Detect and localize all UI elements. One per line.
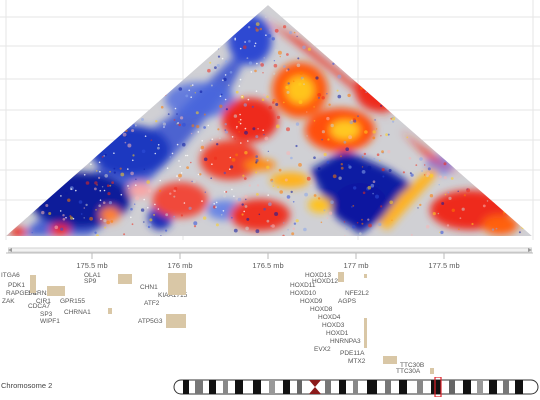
- gene-label[interactable]: OLA1: [84, 272, 101, 279]
- gene-block: [30, 275, 36, 293]
- gene-label[interactable]: NFE2L2: [345, 290, 369, 297]
- gene-block: [118, 274, 132, 284]
- gene-label[interactable]: PDE11A: [340, 350, 365, 357]
- gene-label[interactable]: ITGA6: [1, 272, 20, 279]
- gene-label[interactable]: ATP5G3: [138, 318, 163, 325]
- gene-label[interactable]: HNRNPA3: [330, 338, 361, 345]
- gene-block: [430, 368, 434, 374]
- gene-label[interactable]: HOXD10: [290, 290, 317, 297]
- tick-label: 176 mb: [167, 261, 193, 270]
- tick-label: 176.5 mb: [252, 261, 284, 270]
- centromere: [309, 380, 321, 394]
- tick-label: 177 mb: [343, 261, 369, 270]
- chromosome-ideogram[interactable]: [173, 377, 539, 397]
- region-highlight[interactable]: [434, 377, 442, 397]
- gene-label[interactable]: HOXD8: [310, 306, 333, 313]
- gene-label[interactable]: HOXD11: [290, 282, 316, 289]
- gene-track[interactable]: ITGA6 PDK1 RAPGEF4 ZAK CDCA7 SP3 OLA1 SP…: [0, 270, 540, 375]
- gene-block: [108, 308, 112, 314]
- ruler-ticks: [6, 252, 533, 259]
- gene-label[interactable]: HOXD13: [305, 272, 332, 279]
- gene-label[interactable]: HOXD1: [326, 330, 349, 337]
- gene-label[interactable]: RAPGEF4: [6, 290, 37, 297]
- gene-label[interactable]: HOXD9: [300, 298, 323, 305]
- region-scrollbar[interactable]: [8, 247, 532, 253]
- gene-label[interactable]: GPR155: [60, 298, 85, 305]
- gene-block: [364, 318, 367, 348]
- tick-label: 177.5 mb: [428, 261, 460, 270]
- gene-label[interactable]: MTX2: [348, 358, 366, 365]
- gene-label[interactable]: HOXD12: [312, 278, 339, 285]
- gene-block: [168, 273, 186, 295]
- gene-block: [364, 274, 367, 278]
- gene-label[interactable]: ATF2: [144, 300, 160, 307]
- gene-block: [166, 314, 186, 328]
- chromosome-label: Chromosome 2: [1, 381, 53, 390]
- gene-label[interactable]: PDK1: [8, 282, 25, 289]
- hic-heatmap[interactable]: [0, 0, 540, 240]
- gene-label[interactable]: AGPS: [338, 298, 357, 305]
- tick-label: 175.5 mb: [76, 261, 108, 270]
- gene-label[interactable]: CHRNA1: [64, 309, 91, 316]
- position-ruler: 175.5 mb 176 mb 176.5 mb 177 mb 177.5 mb: [0, 252, 540, 272]
- gene-label[interactable]: SCRN3: [28, 290, 51, 297]
- gene-label[interactable]: KIAA1715: [158, 292, 188, 299]
- gene-label[interactable]: WIPF1: [40, 318, 60, 325]
- gene-block: [47, 286, 65, 296]
- gene-label[interactable]: ZAK: [2, 298, 15, 305]
- gene-label[interactable]: EVX2: [314, 346, 331, 353]
- gene-label[interactable]: TTC30B: [400, 362, 425, 369]
- gene-label[interactable]: CHN1: [140, 284, 158, 291]
- gene-label[interactable]: HOXD3: [322, 322, 345, 329]
- gene-label[interactable]: CIR1: [36, 298, 51, 305]
- gene-label[interactable]: SP3: [40, 311, 53, 318]
- gene-block: [383, 356, 397, 364]
- gene-label[interactable]: HOXD4: [318, 314, 341, 321]
- gene-label[interactable]: TTC30A: [396, 368, 421, 375]
- gene-label[interactable]: CDCA7: [28, 303, 51, 310]
- gene-label[interactable]: SP9: [84, 278, 97, 285]
- ideogram-bands: [183, 380, 523, 394]
- gene-block: [338, 272, 344, 282]
- heatmap-triangle: [6, 5, 532, 236]
